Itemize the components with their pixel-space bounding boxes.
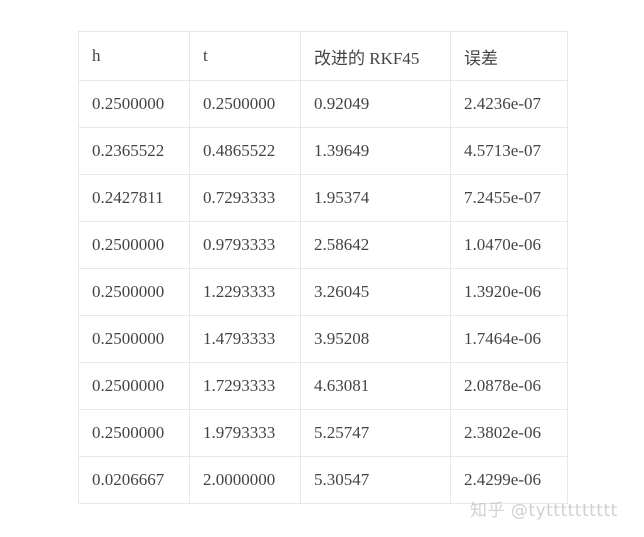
table-cell: 0.9793333 [189,221,301,269]
header-rkf45: 改进的 RKF45 [300,31,451,81]
table-cell: 0.4865522 [189,127,301,175]
table-cell: 2.4299e-06 [450,456,568,504]
watermark: 知乎 @tytttttttttt [470,501,618,521]
table-cell: 4.63081 [300,362,451,410]
table-row: 0.2500000 1.2293333 3.26045 1.3920e-06 [78,268,568,316]
table-cell: 4.5713e-07 [450,127,568,175]
table-row: 0.2427811 0.7293333 1.95374 7.2455e-07 [78,174,568,222]
table-cell: 1.39649 [300,127,451,175]
table-cell: 1.4793333 [189,315,301,363]
table-header-row: h t 改进的 RKF45 误差 [78,31,568,81]
table-cell: 1.3920e-06 [450,268,568,316]
table-row: 0.2500000 1.7293333 4.63081 2.0878e-06 [78,362,568,410]
table-row: 0.2500000 0.2500000 0.92049 2.4236e-07 [78,80,568,128]
table-cell: 1.7293333 [189,362,301,410]
table-cell: 1.9793333 [189,409,301,457]
header-t: t [189,31,301,81]
table-row: 0.2365522 0.4865522 1.39649 4.5713e-07 [78,127,568,175]
header-h: h [78,31,190,81]
header-error: 误差 [450,31,568,81]
table-cell: 1.0470e-06 [450,221,568,269]
table-cell: 0.2500000 [78,268,190,316]
table-cell: 3.26045 [300,268,451,316]
table-cell: 0.2365522 [78,127,190,175]
results-table: h t 改进的 RKF45 误差 0.2500000 0.2500000 0.920… [78,31,568,504]
table-row: 0.2500000 1.9793333 5.25747 2.3802e-06 [78,409,568,457]
table-cell: 2.0878e-06 [450,362,568,410]
table-cell: 0.7293333 [189,174,301,222]
table-cell: 1.7464e-06 [450,315,568,363]
table-cell: 0.2427811 [78,174,190,222]
table-cell: 0.2500000 [78,362,190,410]
table-cell: 0.2500000 [78,80,190,128]
table-row: 0.2500000 0.9793333 2.58642 1.0470e-06 [78,221,568,269]
table-cell: 2.3802e-06 [450,409,568,457]
table-row: 0.0206667 2.0000000 5.30547 2.4299e-06 [78,456,568,504]
table-cell: 0.2500000 [78,409,190,457]
table-cell: 0.2500000 [189,80,301,128]
table-cell: 7.2455e-07 [450,174,568,222]
table-cell: 2.58642 [300,221,451,269]
table-row: 0.2500000 1.4793333 3.95208 1.7464e-06 [78,315,568,363]
table-cell: 3.95208 [300,315,451,363]
table-cell: 1.95374 [300,174,451,222]
table-cell: 0.2500000 [78,315,190,363]
table-cell: 0.0206667 [78,456,190,504]
table-cell: 2.4236e-07 [450,80,568,128]
table-cell: 5.30547 [300,456,451,504]
table-cell: 1.2293333 [189,268,301,316]
table-cell: 2.0000000 [189,456,301,504]
table-cell: 0.2500000 [78,221,190,269]
table-cell: 5.25747 [300,409,451,457]
table-cell: 0.92049 [300,80,451,128]
